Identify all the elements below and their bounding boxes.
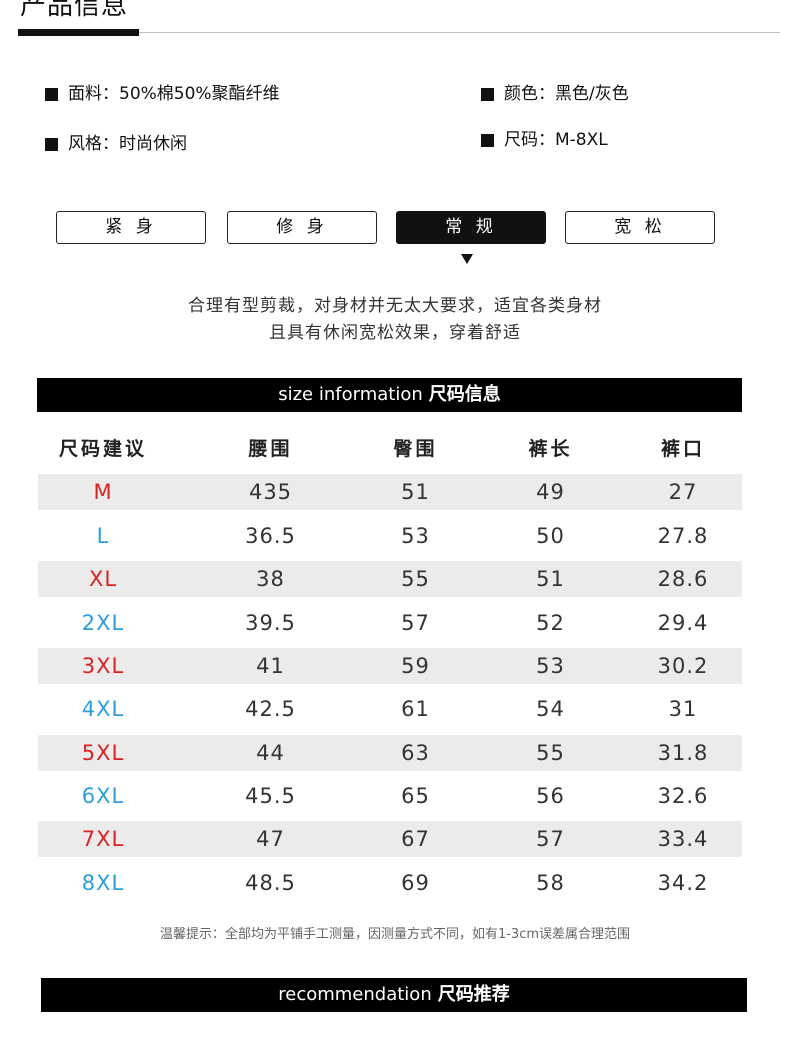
table-row: 5XL 44 63 55 31.8 (38, 735, 742, 771)
cell-waist: 435 (248, 480, 293, 504)
cell-length: 53 (536, 654, 565, 678)
cell-hip: 51 (401, 480, 430, 504)
cell-length: 52 (536, 611, 565, 635)
cell-hip: 67 (401, 827, 430, 851)
cell-hip: 65 (401, 784, 430, 808)
cell-hem: 30.2 (657, 654, 709, 678)
cell-hip: 61 (401, 697, 430, 721)
cell-size: 7XL (81, 827, 125, 851)
selected-pointer-icon (461, 254, 473, 264)
cell-waist: 38 (256, 567, 285, 591)
cell-size: 4XL (81, 697, 125, 721)
cell-waist: 41 (256, 654, 285, 678)
attribute-fabric: 面料： 50%棉50%聚酯纤维 (45, 82, 280, 106)
measurement-note: 温馨提示：全部均为平铺手工测量，因测量方式不同，如有1-3cm误差属合理范围 (159, 927, 631, 942)
banner-english-text: size information (278, 384, 423, 405)
cell-waist: 47 (256, 827, 285, 851)
attribute-style: 风格：时尚休闲 (45, 132, 187, 156)
table-row: 6XL 45.5 65 56 32.6 (38, 778, 742, 814)
header-hem: 裤口 (660, 438, 705, 460)
title-underline-bar (18, 29, 139, 36)
cell-waist: 42.5 (245, 697, 296, 721)
cell-size: 3XL (81, 654, 125, 678)
fit-option-loose[interactable]: 宽 松 (565, 211, 715, 244)
fit-option-tight[interactable]: 紧 身 (56, 211, 206, 244)
cell-length: 49 (536, 480, 565, 504)
cell-hem: 27.8 (657, 524, 709, 548)
banner-chinese-text: 尺码信息 (428, 384, 501, 405)
cell-hip: 57 (401, 611, 430, 635)
table-row: 7XL 47 67 57 33.4 (38, 821, 742, 857)
section-title: 产品信息 (20, 0, 129, 21)
cell-waist: 45.5 (245, 784, 296, 808)
attribute-value: M-8XL (555, 130, 608, 150)
fit-description-line-2: 且具有休闲宽松效果，穿着舒适 (269, 323, 521, 343)
cell-length: 58 (536, 871, 565, 895)
banner-english-text: recommendation (278, 984, 432, 1005)
attribute-label: 风格 (68, 134, 102, 154)
table-row: 2XL 39.5 57 52 29.4 (38, 605, 742, 641)
header-waist: 腰围 (248, 438, 293, 460)
bullet-square-icon (45, 87, 58, 101)
bullet-square-icon (481, 87, 494, 101)
cell-length: 51 (536, 567, 565, 591)
cell-length: 50 (536, 524, 565, 548)
attribute-label: 面料 (68, 84, 102, 104)
cell-hem: 33.4 (657, 827, 709, 851)
header-length: 裤长 (528, 438, 573, 460)
cell-size: 2XL (81, 611, 125, 635)
table-row: XL 38 55 51 28.6 (38, 561, 742, 597)
title-divider-line (139, 32, 780, 33)
cell-waist: 36.5 (245, 524, 296, 548)
fit-option-regular-selected[interactable]: 常 规 (396, 211, 546, 244)
cell-hip: 55 (401, 567, 430, 591)
attribute-color: 颜色：黑色/灰色 (481, 82, 629, 106)
cell-hem: 31.8 (657, 741, 709, 765)
size-table-header: 尺码建议 腰围 臀围 裤长 裤口 (38, 429, 742, 469)
cell-size: 5XL (81, 741, 125, 765)
cell-waist: 48.5 (245, 871, 296, 895)
table-row: 4XL 42.5 61 54 31 (38, 691, 742, 727)
attribute-size-range: 尺码： M-8XL (481, 128, 608, 152)
attribute-label: 尺码 (504, 130, 538, 150)
cell-size: L (96, 524, 110, 548)
cell-length: 54 (536, 697, 565, 721)
bullet-square-icon (45, 137, 58, 151)
table-row: 3XL 41 59 53 30.2 (38, 648, 742, 684)
table-row: 8XL 48.5 69 58 34.2 (38, 865, 742, 901)
cell-size: XL (88, 567, 118, 591)
cell-length: 56 (536, 784, 565, 808)
cell-length: 55 (536, 741, 565, 765)
size-information-banner: size information 尺码信息 (37, 378, 742, 412)
cell-hem: 29.4 (657, 611, 709, 635)
cell-hem: 27 (668, 480, 698, 504)
fit-description-line-1: 合理有型剪裁，对身材并无太大要求，适宜各类身材 (188, 296, 602, 316)
bullet-square-icon (481, 133, 494, 147)
attribute-value: 50%棉50%聚酯纤维 (119, 84, 280, 104)
cell-hem: 28.6 (657, 567, 709, 591)
cell-size: 6XL (81, 784, 125, 808)
cell-hip: 63 (401, 741, 430, 765)
cell-length: 57 (536, 827, 565, 851)
table-row: M 435 51 49 27 (38, 474, 742, 510)
fit-option-slim[interactable]: 修 身 (227, 211, 377, 244)
attribute-value: 时尚休闲 (119, 134, 187, 154)
table-row: L 36.5 53 50 27.8 (38, 518, 742, 554)
cell-waist: 39.5 (245, 611, 296, 635)
header-hip: 臀围 (393, 438, 438, 460)
cell-hem: 34.2 (657, 871, 709, 895)
cell-hem: 32.6 (657, 784, 709, 808)
cell-waist: 44 (256, 741, 285, 765)
recommendation-banner: recommendation 尺码推荐 (41, 978, 747, 1012)
attribute-label: 颜色 (504, 84, 538, 104)
header-size: 尺码建议 (58, 438, 147, 460)
cell-hip: 53 (401, 524, 430, 548)
cell-size: 8XL (81, 871, 125, 895)
cell-hem: 31 (668, 697, 698, 721)
cell-hip: 69 (401, 871, 430, 895)
cell-hip: 59 (401, 654, 430, 678)
cell-size: M (93, 480, 113, 504)
attribute-value: 黑色/灰色 (555, 84, 629, 104)
banner-chinese-text: 尺码推荐 (437, 984, 510, 1005)
